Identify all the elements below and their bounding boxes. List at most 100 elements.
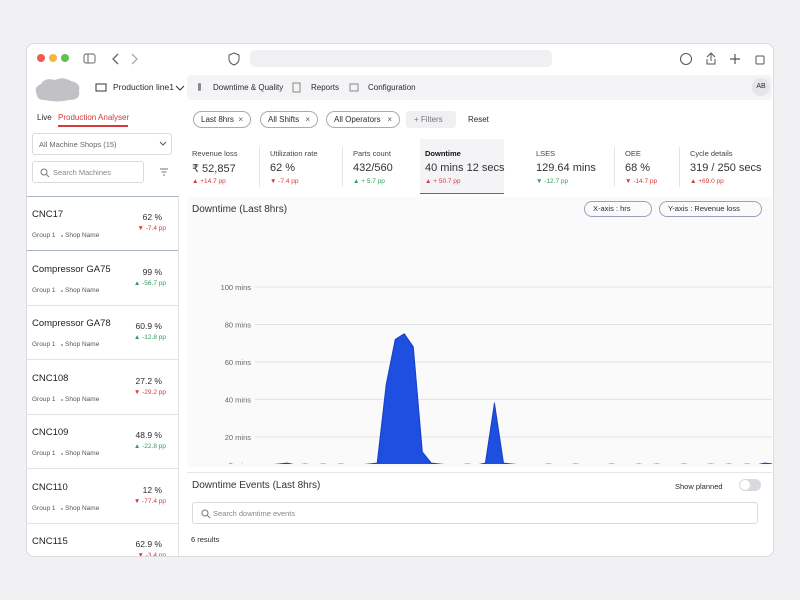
machine-card[interactable]: CNC108 27.2 % ▼ -29.2 pp Group 1 Shop Name: [27, 361, 178, 415]
toggle[interactable]: [739, 479, 761, 491]
y-axis-button[interactable]: Y-axis : Revenue loss: [659, 201, 762, 217]
y-tick-label: 80 mins: [225, 320, 252, 329]
trend-arrow: ▼: [625, 178, 634, 185]
zoom-button[interactable]: [61, 54, 69, 62]
delta: ▲ -56.7 pp: [134, 280, 166, 287]
filter-chip[interactable]: Last 8hrs ×: [193, 111, 251, 128]
chip-label: All Shifts: [268, 115, 300, 124]
trend-arrow: ▼: [133, 497, 143, 505]
trend-arrow: ▼: [536, 178, 545, 185]
download-icon[interactable]: [680, 53, 692, 65]
tab[interactable]: Live: [37, 113, 52, 122]
machine-value: 12 %: [142, 484, 162, 495]
machine-card[interactable]: Compressor GA78 60.9 % ▲ -12.8 pp Group 1 Sh…: [27, 306, 178, 360]
machine-name: CNC17: [32, 209, 64, 220]
delta-value: +14.7 pp: [200, 178, 226, 185]
machine-name: Compressor GA78: [32, 318, 111, 329]
config-icon: [349, 83, 359, 92]
delta-value: + 5.7 pp: [361, 178, 385, 185]
lens: [201, 509, 209, 517]
close-button[interactable]: [37, 54, 45, 62]
delta-value: -29.2 pp: [142, 388, 166, 396]
tab-active[interactable]: Production Analyser: [58, 113, 130, 122]
machine-card[interactable]: CNC110 12 % ▼ -77.4 pp Group 1 Shop Name: [27, 470, 178, 524]
y-tick-label: 40 mins: [225, 395, 252, 404]
y-axis-button-label: Y-axis : Revenue loss: [668, 204, 740, 213]
machine-card[interactable]: CNC17 62 % ▼ -7.4 pp Group 1 Shop Name: [27, 197, 178, 251]
tabs-icon[interactable]: [755, 55, 765, 65]
browser-window: Production line1 Downtime & Quality Repo…: [26, 43, 774, 557]
kpi-divider: [614, 147, 615, 187]
delta: ▲ + 50.7 pp: [425, 178, 461, 185]
trend-arrow: ▲: [192, 178, 201, 185]
monitor: [95, 83, 107, 92]
nav-icons: [198, 82, 359, 93]
kpi-label: Downtime: [425, 149, 461, 158]
delta-value: -77.4 pp: [142, 497, 166, 505]
search-icon: [201, 509, 211, 519]
y-tick-label: 100 mins: [221, 283, 252, 292]
kpi-card[interactable]: OEE 68 % ▼ -14.7 pp: [620, 139, 685, 194]
trend-arrow: ▼: [137, 552, 146, 557]
reset-button[interactable]: Reset: [468, 115, 489, 124]
kpi-card[interactable]: Cycle details 319 / 250 secs ▲ +69.0 pp: [685, 139, 772, 194]
privacy-icon: [228, 52, 240, 66]
nav-item[interactable]: Reports: [311, 83, 340, 92]
search-placeholder: Search downtime events: [213, 509, 296, 518]
handle: [46, 174, 50, 178]
minimize-button[interactable]: [49, 54, 57, 62]
machine-card[interactable]: Compressor GA75 99 % ▲ -56.7 pp Group 1 Shop…: [27, 252, 178, 306]
line-selector[interactable]: Production line1: [113, 82, 174, 92]
kpi-divider: [259, 147, 260, 187]
delta-value: -7.4 pp: [278, 178, 299, 185]
select-text: All Machine Shops (15): [39, 140, 117, 149]
nav-bar: [187, 75, 772, 100]
machine-search[interactable]: Search Machines: [32, 161, 144, 183]
machine-group: Group 1: [32, 341, 56, 348]
events-search[interactable]: Search downtime events: [192, 502, 758, 524]
share-icon[interactable]: [706, 52, 716, 65]
machine-value: 48.9 %: [135, 430, 162, 440]
kpi-card[interactable]: Downtime 40 mins 12 secs ▲ + 50.7 pp: [420, 139, 504, 194]
machine-card[interactable]: CNC109 48.9 % ▲ -22.8 pp Group 1 Shop Name: [27, 415, 178, 469]
back-button[interactable]: [112, 53, 119, 65]
delta: ▼ -14.7 pp: [625, 178, 657, 185]
shop-select[interactable]: All Machine Shops (15): [32, 133, 172, 155]
sort-icon[interactable]: [159, 168, 169, 176]
kpi-card[interactable]: Utilization rate 62 % ▼ -7.4 pp: [265, 139, 348, 194]
nav-item[interactable]: Configuration: [368, 83, 416, 92]
sidebar-icon[interactable]: [83, 53, 96, 64]
add-filter[interactable]: + Filters: [406, 111, 456, 128]
kpi-strip: Revenue loss ₹ 52,857 ▲ +14.7 pp Utilizatio…: [187, 139, 772, 194]
logo: [35, 78, 80, 102]
delta: ▼ -12.7 pp: [536, 178, 568, 185]
browser-actions: [680, 52, 765, 65]
url-bar[interactable]: [250, 50, 552, 67]
forward-button[interactable]: [131, 53, 138, 65]
machine-name: CNC109: [32, 427, 69, 438]
delta: ▲ +14.7 pp: [192, 178, 226, 185]
chip-close: ×: [238, 115, 243, 124]
kpi-value: 68 %: [625, 162, 651, 174]
delta-value: -14.7 pp: [633, 178, 658, 185]
tab-underline: [58, 125, 128, 127]
kpi-card[interactable]: Revenue loss ₹ 52,857 ▲ +14.7 pp: [187, 139, 265, 194]
machine-shop: Shop Name: [65, 341, 100, 348]
kpi-card[interactable]: Parts count 432/560 ▲ + 5.7 pp: [348, 139, 425, 194]
nav-item[interactable]: Downtime & Quality: [213, 83, 284, 92]
filter-chip[interactable]: All Shifts ×: [260, 111, 318, 128]
x-axis-button[interactable]: X-axis : hrs: [584, 201, 652, 217]
delta-value: -12.8 pp: [142, 334, 166, 341]
new-tab-icon[interactable]: [730, 54, 740, 64]
machine-name: CNC108: [32, 372, 69, 384]
kpi-card[interactable]: LSES 129.64 mins ▼ -12.7 pp: [531, 139, 620, 194]
machine-shop: Shop Name: [65, 286, 100, 294]
filter-chip[interactable]: All Operators ×: [326, 111, 400, 128]
machine-value: 62 %: [142, 212, 162, 222]
delta-value: -3.4 pp: [145, 552, 166, 557]
kpi-value: 40 mins 12 secs: [425, 162, 505, 174]
avatar[interactable]: AB: [752, 78, 770, 96]
